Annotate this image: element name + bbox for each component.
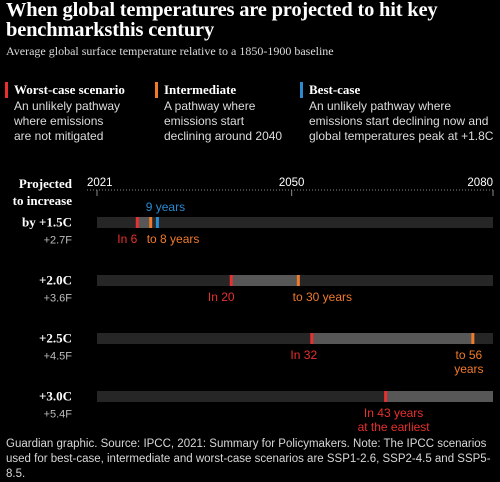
- row-range-2: [311, 333, 473, 344]
- x-tick-label-2080: 2080: [467, 177, 493, 189]
- marker-intermediate-2: [471, 333, 475, 344]
- row-sublabel-3: +5.4F: [44, 409, 73, 421]
- row-sublabel-2: +4.5F: [44, 351, 73, 363]
- legend-worst-case: Worst-case scenario An unlikely pathway w…: [5, 82, 155, 144]
- annotation-0-0: In 6: [117, 232, 137, 246]
- marker-worst-0: [135, 217, 139, 228]
- row-track-3: [97, 391, 493, 402]
- row-range-1: [231, 275, 299, 286]
- marker-intermediate-1: [296, 275, 300, 286]
- legend-worst-case-desc: An unlikely pathway where emissions are no…: [14, 99, 121, 143]
- legend-best-case: Best-case An unlikely pathway where emiss…: [300, 82, 495, 144]
- x-tick-label-2050: 2050: [279, 177, 305, 189]
- legend-best-case-desc: An unlikely pathway where emissions start…: [309, 99, 494, 143]
- legend-intermediate-desc: A pathway where emissions start declining …: [164, 99, 283, 143]
- row-track-2: [97, 333, 493, 344]
- annotation-2-0: In 32: [290, 348, 317, 362]
- annotation-3-0-line2: at the earliest: [358, 420, 431, 434]
- row-sublabel-0: +2.7F: [44, 235, 73, 247]
- row-header-line-2: to increase: [13, 193, 73, 208]
- annotation-1-1: to 30 years: [293, 290, 352, 304]
- row-header-line-1: Projected: [19, 176, 73, 191]
- annotation-0-1: to 8 years: [147, 232, 200, 246]
- annotation-2-1-line2: years: [454, 362, 483, 376]
- chart-subtitle: Average global surface temperature relat…: [6, 44, 334, 58]
- legend-intermediate: Intermediate A pathway where emissions st…: [155, 82, 305, 144]
- marker-worst-1: [229, 275, 233, 286]
- row-label-3: +3.0C: [39, 389, 72, 404]
- annotation-2-1: to 56: [456, 348, 483, 362]
- chart-title: When global temperatures are projected t…: [6, 0, 438, 41]
- legend-best-case-name: Best-case: [300, 82, 495, 98]
- annotation-1-0: In 20: [208, 290, 235, 304]
- row-track-0: [97, 217, 493, 228]
- legend-worst-case-name: Worst-case scenario: [5, 82, 155, 98]
- row-label-0: by +1.5C: [22, 215, 72, 230]
- marker-intermediate-0: [149, 217, 153, 228]
- row-sublabel-1: +3.6F: [44, 293, 73, 305]
- annotation-3-0: In 43 years: [364, 406, 423, 420]
- legend-intermediate-name: Intermediate: [155, 82, 305, 98]
- marker-best-0: [155, 217, 159, 228]
- marker-worst-3: [384, 391, 388, 402]
- row-label-1: +2.0C: [39, 273, 72, 288]
- row-range-3: [385, 391, 493, 402]
- marker-worst-2: [310, 333, 314, 344]
- x-tick-label-2021: 2021: [87, 177, 113, 189]
- row-label-2: +2.5C: [39, 331, 72, 346]
- row-range-0: [137, 217, 151, 228]
- annotation-0-2: 9 years: [146, 200, 185, 214]
- chart-footer: Guardian graphic. Source: IPCC, 2021: Su…: [6, 438, 491, 480]
